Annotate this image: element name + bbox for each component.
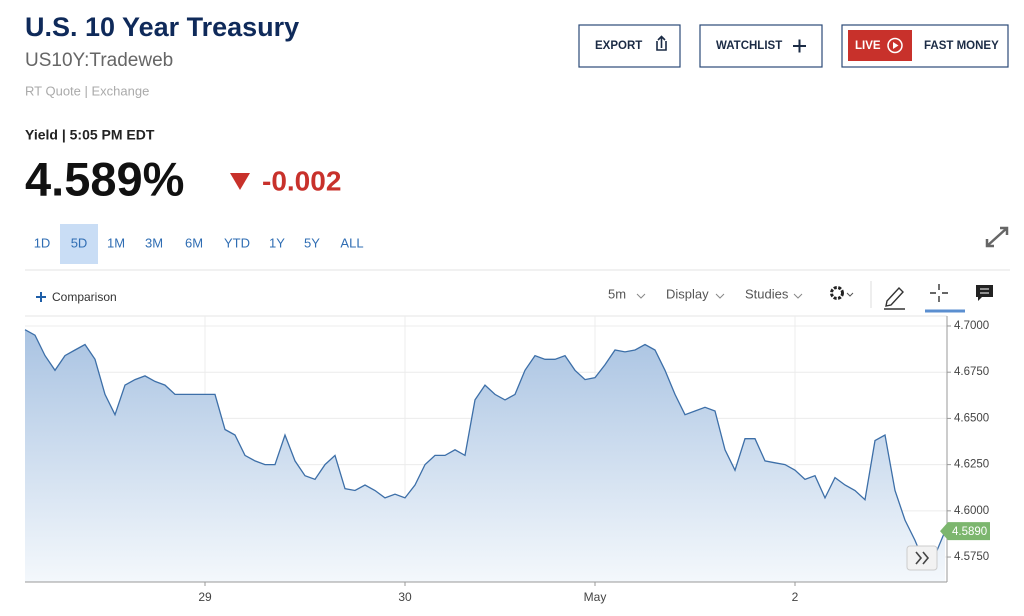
y-tick-label: 4.6250 [954,459,989,471]
price: 4.589% [25,152,184,205]
range-tab[interactable]: 6M [185,235,203,250]
export-button[interactable]: EXPORT [578,24,681,68]
range-tab[interactable]: 1Y [269,235,285,250]
range-tab[interactable]: YTD [224,235,250,250]
x-tick-label: May [584,590,607,604]
yield-label: Yield | 5:05 PM EDT [25,127,155,143]
area [25,329,945,582]
watchlist-label: WATCHLIST [716,40,782,52]
title: U.S. 10 Year Treasury [25,12,299,42]
range-tab[interactable]: 3M [145,235,163,250]
range-tab[interactable]: ALL [340,235,363,250]
comment-lines [980,288,989,294]
range-tab[interactable]: 1D [34,235,51,250]
chevron [636,293,646,299]
last-value-tag [940,522,990,541]
quote-info: RT Quote | Exchange [25,83,149,98]
settings-icon[interactable] [830,286,854,300]
export-label: EXPORT [595,40,642,52]
down-arrow [230,173,250,190]
change: -0.002 [262,165,341,196]
x-tick-label: 2 [792,590,799,604]
chevron [715,293,725,299]
range-tabs: 1D 5D 1M 3M 6M YTD 1Y 5Y ALL [34,224,364,264]
scroll-button[interactable] [906,545,938,571]
chart: 4.7000 4.6750 4.6500 4.6250 4.6000 4.5750 29 30… [24,316,990,604]
y-tick-label: 4.5750 [954,551,989,563]
last-value-label: 4.5890 [952,526,987,538]
range-tab[interactable]: 5D [71,235,88,250]
x-tick-label: 30 [398,590,412,604]
y-tick-label: 4.6000 [954,505,989,517]
symbol: US10Y:Tradeweb [25,50,173,71]
selected-tab [60,224,98,264]
crosshair-icon[interactable] [930,284,948,302]
draw-icon[interactable] [884,286,905,310]
y-tick-label: 4.6750 [954,366,989,378]
range-tab[interactable]: 1M [107,235,125,250]
scroll-arrows [915,551,930,565]
chevron [793,293,803,299]
live-button[interactable]: LIVE FAST MONEY [841,24,1009,68]
x-tick-label: 29 [198,590,212,604]
y-tick-label: 4.7000 [954,320,989,332]
plus-icon [36,292,46,302]
comparison[interactable]: Comparison [52,290,117,304]
live-label: LIVE [855,40,881,52]
studies[interactable]: Studies [745,286,789,301]
display[interactable]: Display [666,286,709,301]
interval[interactable]: 5m [608,286,626,301]
expand-icon[interactable] [985,226,1009,248]
watchlist-button[interactable]: WATCHLIST [699,24,823,68]
fast-money-label: FAST MONEY [924,40,999,52]
y-tick-label: 4.6500 [954,412,989,424]
range-tab[interactable]: 5Y [304,235,320,250]
line [24,329,946,566]
